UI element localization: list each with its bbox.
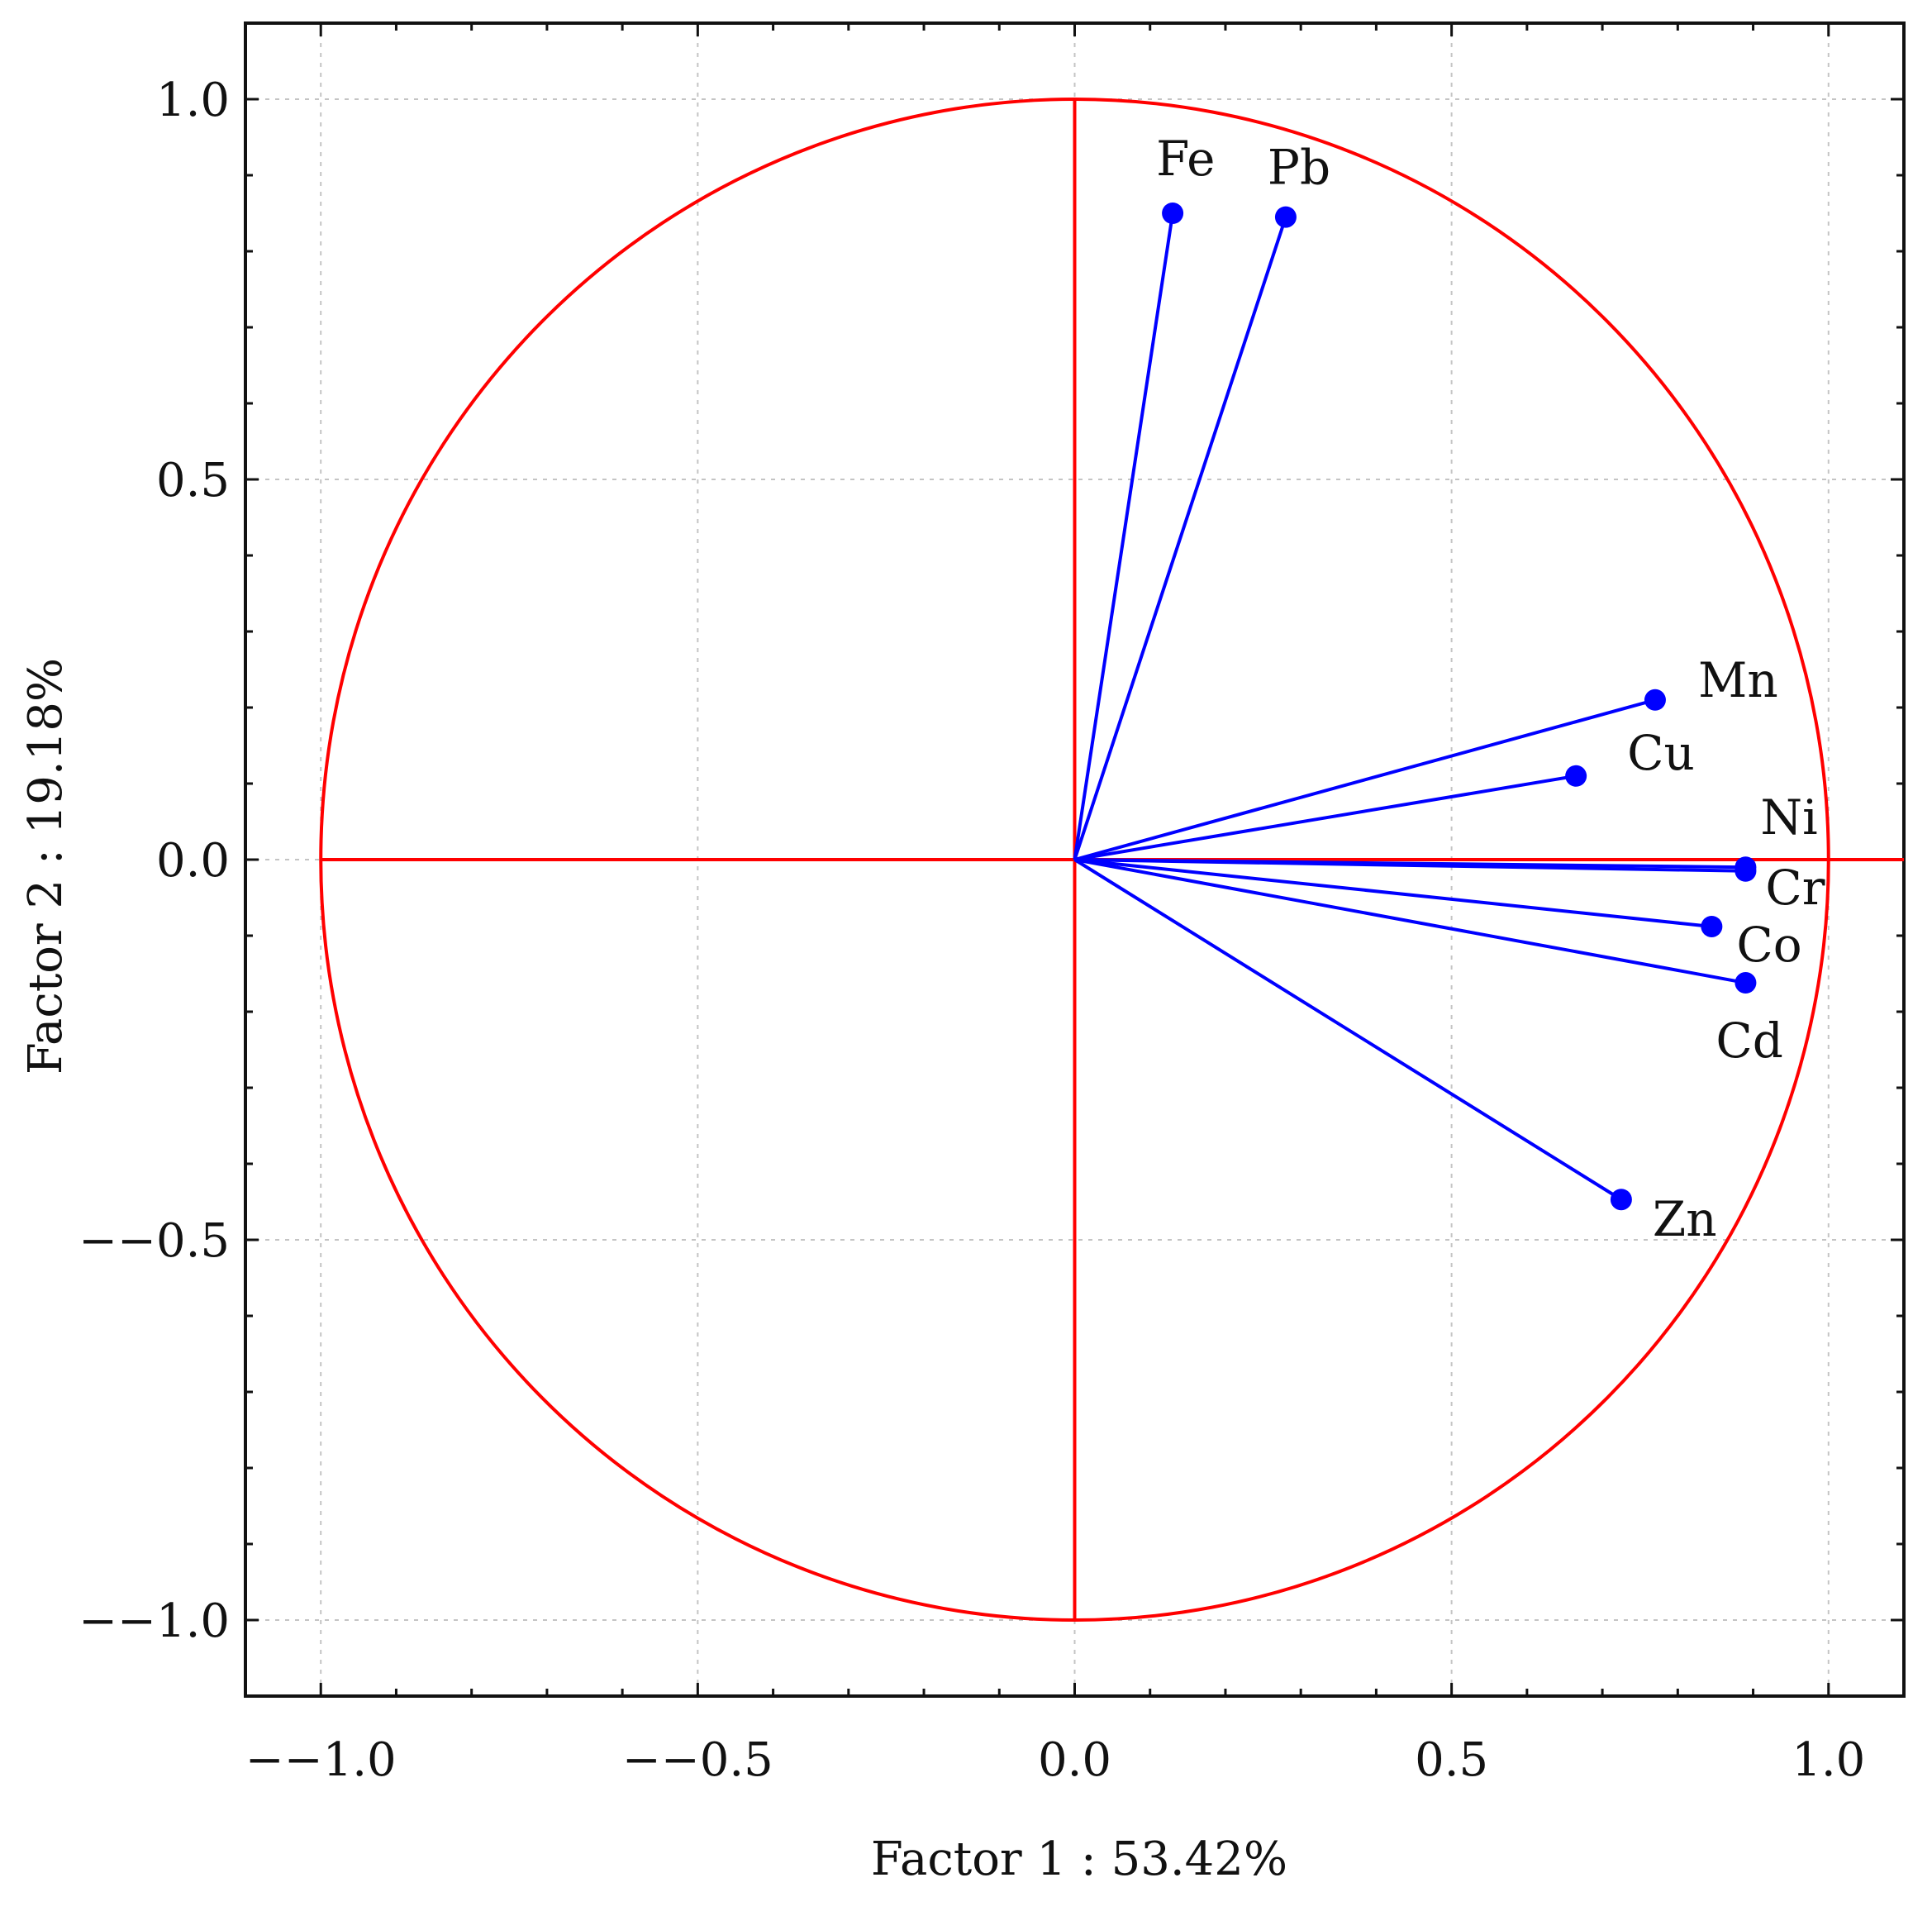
loading-point-fe (1162, 203, 1184, 224)
loading-label-fe: Fe (1156, 131, 1215, 187)
loading-label-ni: Ni (1760, 789, 1817, 846)
loading-point-pb (1274, 206, 1297, 228)
loading-point-cr (1735, 860, 1757, 882)
y-axis-title: Factor 2 : 19.18% (19, 658, 73, 1075)
loading-point-mn (1644, 689, 1666, 711)
loading-vector-zn (1073, 858, 1622, 1201)
loading-point-zn (1610, 1189, 1632, 1211)
loading-label-zn: Zn (1653, 1191, 1717, 1247)
y-tick-label: −−1.0 (79, 1594, 230, 1648)
x-tick-label: −−1.0 (245, 1733, 397, 1787)
loading-point-co (1701, 915, 1723, 937)
loading-vector-cr (1074, 858, 1746, 873)
y-tick-label: 0.5 (156, 454, 230, 508)
x-tick-label: 0.0 (1038, 1733, 1111, 1787)
y-tick-label: −−0.5 (79, 1214, 230, 1268)
x-tick-label: 1.0 (1792, 1733, 1865, 1787)
loading-label-cr: Cr (1765, 860, 1825, 916)
loading-label-mn: Mn (1698, 652, 1778, 708)
loading-vector-mn (1073, 698, 1656, 861)
loading-label-cd: Cd (1715, 1013, 1783, 1069)
loading-point-cu (1565, 765, 1587, 787)
loading-label-pb: Pb (1268, 140, 1330, 196)
loading-vector-co (1074, 858, 1712, 928)
y-tick-label: 0.0 (156, 834, 230, 888)
loading-label-cu: Cu (1627, 725, 1695, 781)
loading-point-cd (1735, 972, 1757, 994)
y-tick-label: 1.0 (156, 74, 230, 127)
x-tick-label: −−0.5 (622, 1733, 773, 1787)
x-axis-title: Factor 1 : 53.42% (871, 1832, 1287, 1886)
loading-vector-pb (1073, 216, 1287, 860)
loading-label-co: Co (1736, 917, 1801, 973)
loading-vector-fe (1073, 212, 1175, 860)
loading-vector-cd (1074, 858, 1746, 985)
x-tick-label: 0.5 (1415, 1733, 1488, 1787)
loading-vector-cu (1074, 774, 1577, 861)
